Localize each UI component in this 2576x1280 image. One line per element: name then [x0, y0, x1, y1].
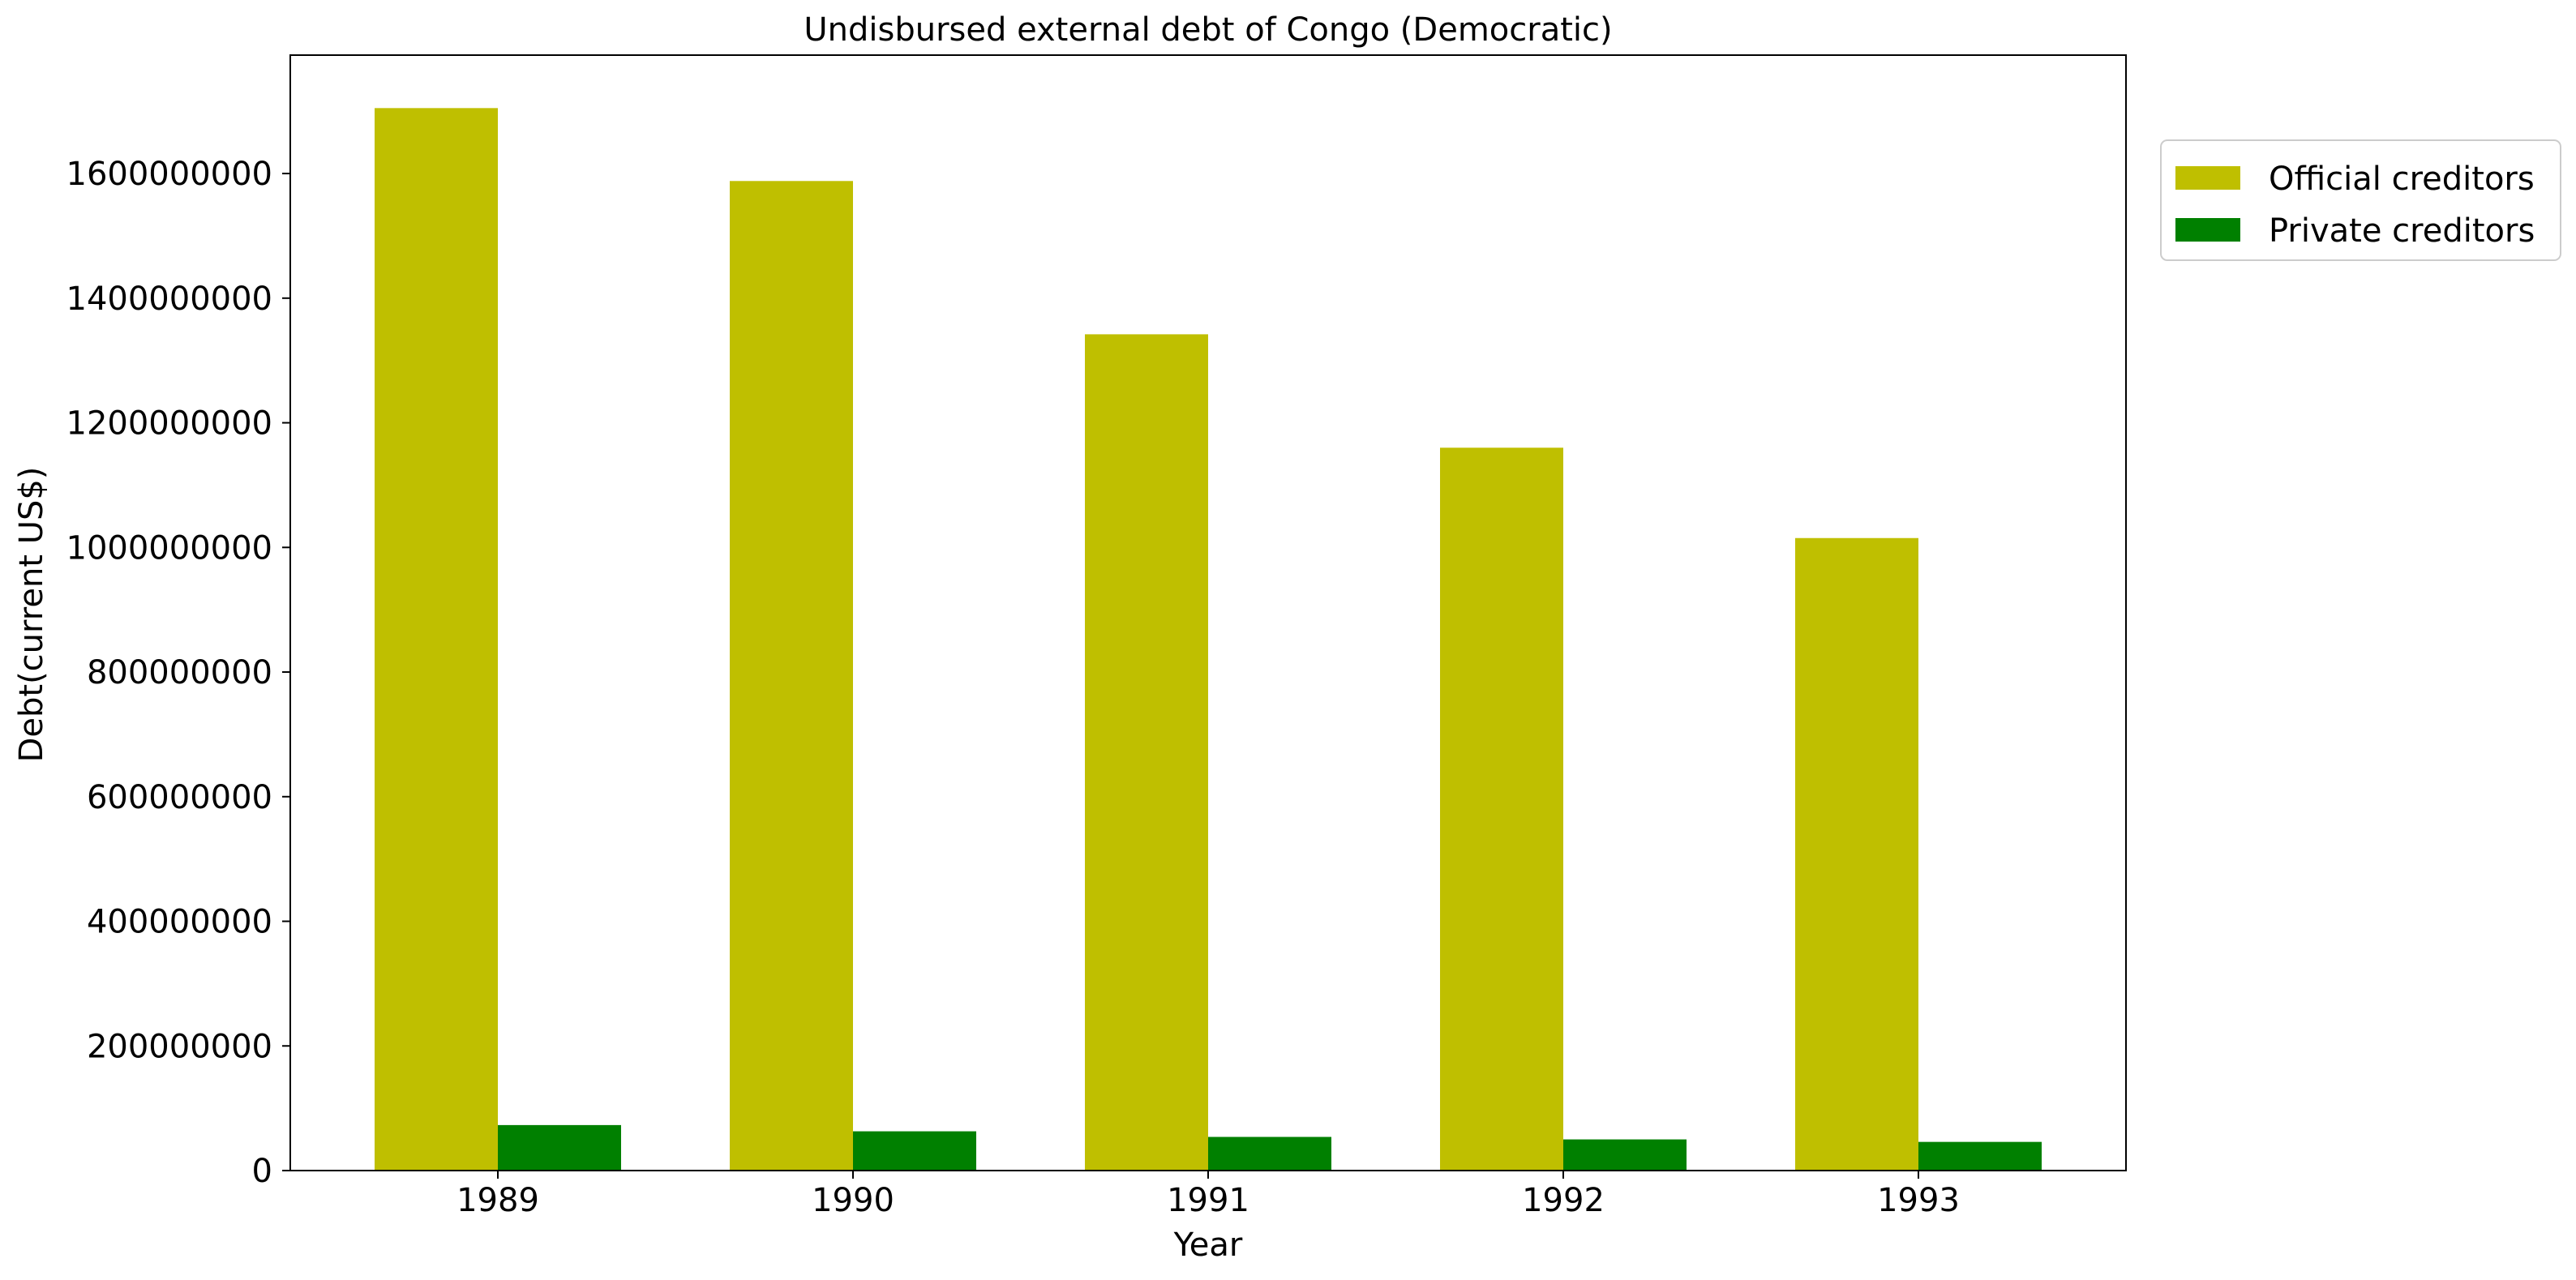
bar-private-creditors-1990 [853, 1131, 976, 1171]
plot-area [375, 108, 2042, 1171]
y-tick-label: 200000000 [87, 1028, 272, 1065]
bar-official-creditors-1990 [730, 181, 853, 1171]
legend-label: Official creditors [2269, 161, 2535, 198]
bar-official-creditors-1993 [1795, 537, 1918, 1171]
legend-label: Private creditors [2269, 212, 2535, 250]
y-tick-label: 400000000 [87, 904, 272, 941]
y-tick-label: 800000000 [87, 654, 272, 691]
legend: Official creditors Private creditors [2160, 139, 2561, 261]
x-axis-label: Year [1173, 1226, 1243, 1264]
bar-private-creditors-1989 [498, 1124, 621, 1171]
y-tick-label: 1000000000 [66, 529, 273, 567]
bar-official-creditors-1989 [375, 108, 498, 1171]
legend-frame [2160, 139, 2561, 261]
y-axis-label: Debt(current US$) [13, 467, 50, 763]
y-tick-label: 1200000000 [66, 405, 273, 443]
y-tick-label: 600000000 [87, 779, 272, 816]
chart-title: Undisbursed external debt of Congo (Demo… [804, 11, 1612, 49]
bar-private-creditors-1993 [1918, 1141, 2042, 1171]
x-tick-label: 1991 [1167, 1182, 1249, 1219]
y-tick-label: 1600000000 [66, 156, 273, 193]
x-tick-label: 1989 [456, 1182, 539, 1219]
bar-private-creditors-1992 [1563, 1139, 1687, 1171]
x-tick-label: 1990 [812, 1182, 894, 1219]
y-axis: 0 200000000 400000000 600000000 800000000 100… [66, 156, 290, 1190]
y-tick-label: 1400000000 [66, 280, 273, 318]
bar-private-creditors-1991 [1208, 1137, 1331, 1171]
legend-swatch [2175, 166, 2240, 190]
y-tick-label: 0 [252, 1153, 272, 1190]
x-axis: 1989 1990 1991 1992 1993 [456, 1171, 1960, 1219]
legend-swatch [2175, 218, 2240, 242]
plot-frame [289, 54, 2127, 1171]
x-tick-label: 1993 [1877, 1182, 1960, 1219]
bar-official-creditors-1992 [1440, 447, 1563, 1171]
bar-official-creditors-1991 [1085, 334, 1208, 1171]
x-tick-label: 1992 [1522, 1182, 1605, 1219]
